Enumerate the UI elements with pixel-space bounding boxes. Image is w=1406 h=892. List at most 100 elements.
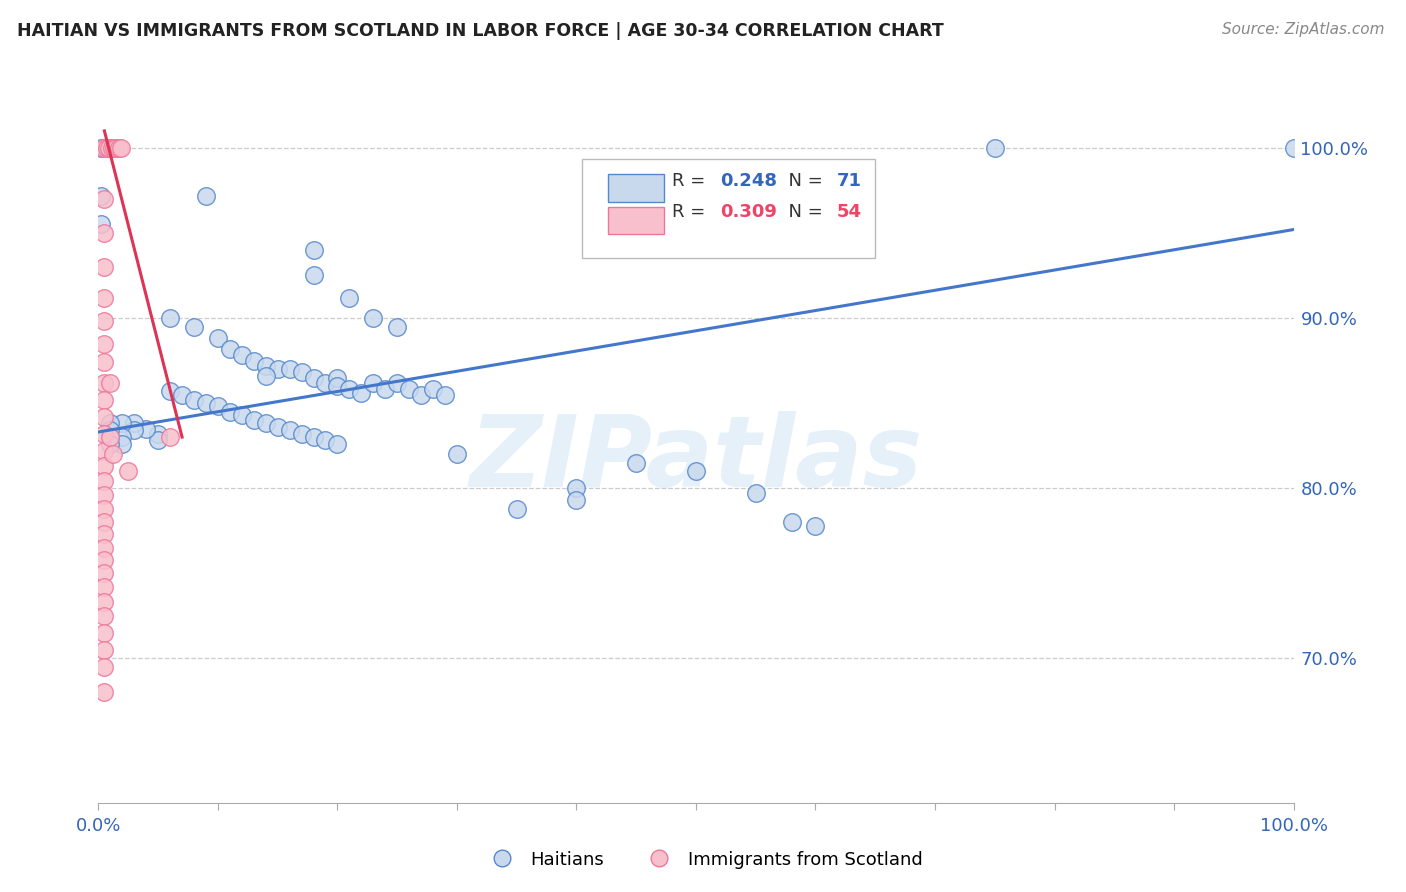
Point	[363, 376, 385, 390]
Point	[98, 430, 122, 444]
Point	[93, 409, 115, 424]
Point	[93, 515, 115, 529]
Point	[93, 541, 115, 555]
Point	[90, 218, 112, 232]
Point	[1282, 141, 1305, 155]
Point	[105, 141, 128, 155]
Point	[93, 527, 115, 541]
Point	[172, 387, 194, 401]
Point	[159, 311, 181, 326]
Point	[159, 384, 181, 399]
Point	[291, 426, 314, 441]
Point	[93, 426, 115, 441]
Point	[243, 413, 266, 427]
Point	[159, 430, 181, 444]
Point	[90, 188, 112, 202]
Point	[93, 475, 115, 489]
Point	[183, 319, 205, 334]
Point	[98, 437, 122, 451]
Point	[302, 430, 325, 444]
Point	[326, 437, 349, 451]
Point	[93, 355, 115, 369]
Point	[565, 481, 588, 495]
Point	[350, 385, 373, 400]
Point	[93, 501, 115, 516]
Point	[93, 192, 115, 206]
Point	[93, 580, 115, 594]
Point	[100, 141, 122, 155]
Point	[339, 383, 361, 397]
Legend: Haitians, Immigrants from Scotland: Haitians, Immigrants from Scotland	[477, 844, 929, 876]
Point	[291, 366, 314, 380]
Point	[302, 268, 325, 283]
Point	[101, 447, 124, 461]
Point	[626, 456, 648, 470]
Point	[103, 141, 125, 155]
Point	[219, 404, 242, 418]
FancyBboxPatch shape	[607, 207, 664, 235]
Point	[93, 314, 115, 328]
Point	[124, 417, 146, 431]
Point	[267, 420, 290, 434]
Point	[326, 379, 349, 393]
Point	[93, 226, 115, 240]
Point	[243, 353, 266, 368]
Text: N =: N =	[778, 172, 828, 190]
Point	[254, 368, 277, 383]
Point	[93, 625, 115, 640]
Point	[90, 141, 112, 155]
Point	[385, 319, 409, 334]
Point	[93, 595, 115, 609]
Point	[446, 447, 468, 461]
Point	[98, 423, 122, 437]
Point	[195, 188, 218, 202]
Point	[98, 376, 122, 390]
Point	[315, 434, 337, 448]
Point	[93, 488, 115, 502]
Text: N =: N =	[778, 202, 828, 221]
Point	[398, 383, 420, 397]
Point	[207, 331, 229, 345]
Point	[93, 376, 115, 390]
Point	[302, 370, 325, 384]
Point	[267, 362, 290, 376]
Point	[207, 400, 229, 414]
FancyBboxPatch shape	[607, 175, 664, 202]
Point	[326, 370, 349, 384]
Point	[685, 464, 707, 478]
Point	[804, 518, 827, 533]
Text: R =: R =	[672, 172, 711, 190]
Point	[98, 141, 121, 155]
Point	[111, 437, 134, 451]
Text: 71: 71	[837, 172, 862, 190]
Text: 54: 54	[837, 202, 862, 221]
Point	[278, 362, 301, 376]
Point	[231, 348, 253, 362]
Point	[111, 430, 134, 444]
Point	[745, 486, 768, 500]
Point	[565, 493, 588, 508]
Point	[93, 260, 115, 274]
Point	[124, 423, 146, 437]
Point	[93, 566, 115, 581]
Point	[93, 458, 115, 473]
Point	[363, 311, 385, 326]
Point	[93, 552, 115, 566]
Point	[148, 434, 170, 448]
Point	[93, 392, 115, 407]
Point	[254, 417, 277, 431]
Text: R =: R =	[672, 202, 711, 221]
Point	[422, 383, 444, 397]
Point	[385, 376, 409, 390]
Point	[315, 376, 337, 390]
Point	[93, 141, 115, 155]
Point	[231, 408, 253, 422]
Point	[434, 387, 457, 401]
Point	[96, 141, 118, 155]
Point	[254, 359, 277, 373]
Point	[107, 141, 129, 155]
Point	[98, 417, 122, 431]
Point	[98, 430, 122, 444]
Point	[93, 336, 115, 351]
Point	[93, 443, 115, 458]
